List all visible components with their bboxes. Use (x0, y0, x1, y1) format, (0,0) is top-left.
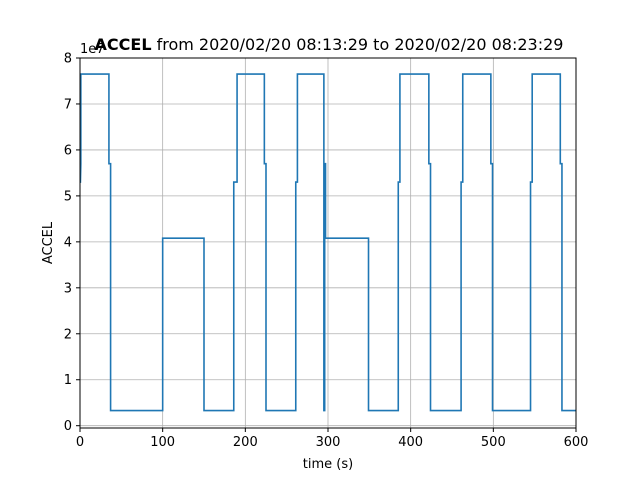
x-tick-label: 300 (316, 435, 341, 450)
y-tick-label: 4 (64, 235, 72, 250)
y-tick-label: 0 (64, 419, 72, 434)
x-tick-label: 100 (150, 435, 175, 450)
chart-title-bold: ACCEL (95, 35, 152, 54)
y-tick-label: 6 (64, 143, 72, 158)
y-axis-ticks: 0 1 2 3 4 5 6 7 8 (64, 52, 80, 434)
y-tick-label: 1 (64, 373, 72, 388)
x-axis-label: time (s) (303, 457, 353, 472)
x-axis-ticks: 0 100 200 300 400 500 600 (76, 428, 589, 450)
x-tick-label: 200 (233, 435, 258, 450)
y-tick-label: 8 (64, 52, 72, 67)
y-tick-label: 3 (64, 281, 72, 296)
y-offset-label: 1e7 (80, 42, 105, 57)
x-tick-label: 500 (481, 435, 506, 450)
series-layer (79, 73, 576, 412)
y-tick-label: 2 (64, 327, 72, 342)
grid-lines (79, 57, 577, 428)
y-tick-label: 5 (64, 189, 72, 204)
x-tick-label: 400 (398, 435, 423, 450)
chart-title-rest: from 2020/02/20 08:13:29 to 2020/02/20 0… (152, 35, 564, 54)
x-tick-label: 600 (564, 435, 589, 450)
chart-title: ACCEL from 2020/02/20 08:13:29 to 2020/0… (95, 35, 564, 54)
y-axis-label: ACCEL (41, 221, 56, 264)
x-tick-label: 0 (76, 435, 84, 450)
y-tick-label: 7 (64, 97, 72, 112)
series-line-0 (79, 73, 576, 412)
